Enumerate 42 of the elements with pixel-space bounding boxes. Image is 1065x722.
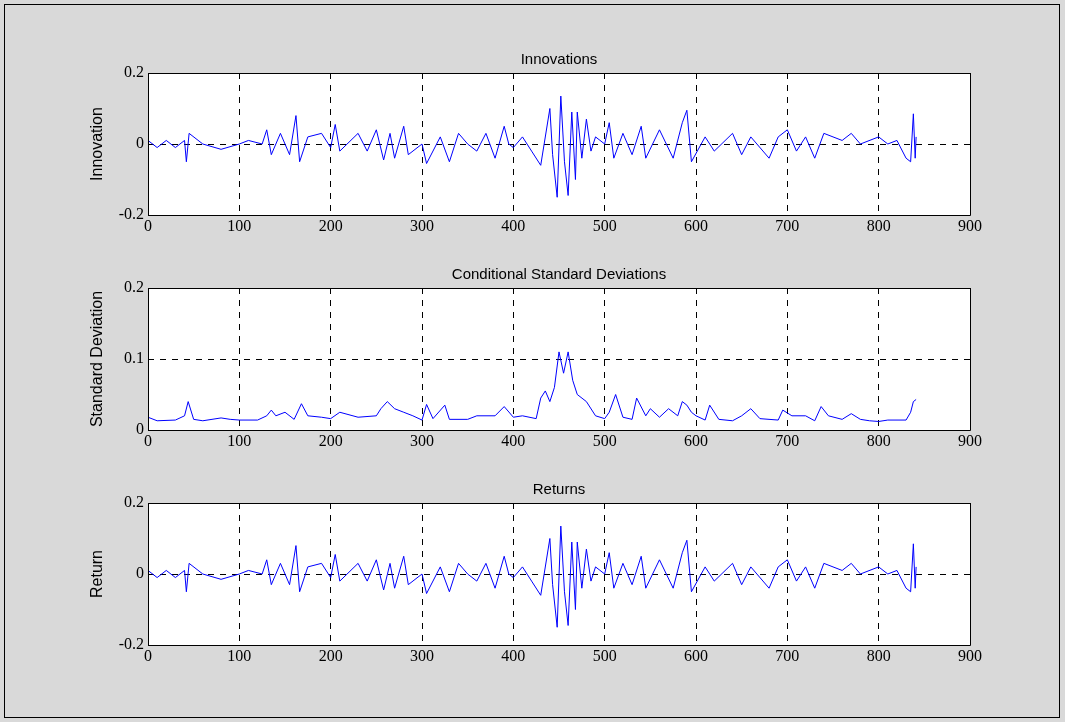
- x-tick-label: 700: [775, 216, 800, 234]
- y-tick-label: 0: [136, 564, 144, 582]
- x-tick-label: 500: [592, 646, 617, 664]
- x-tick-label: 600: [684, 431, 708, 449]
- x-tick-label: 400: [501, 216, 526, 234]
- x-tick-label: 400: [501, 646, 526, 664]
- chart-title: Returns: [532, 479, 586, 497]
- x-tick-label: 100: [227, 431, 252, 449]
- x-tick-label: 200: [318, 646, 343, 664]
- x-tick-label: 400: [501, 431, 526, 449]
- x-tick-label: 500: [592, 431, 617, 449]
- chart-title: Innovations: [520, 49, 598, 67]
- x-tick-label: 200: [318, 216, 343, 234]
- x-tick-label: 600: [684, 216, 708, 234]
- y-axis-title: Innovation: [88, 107, 106, 181]
- y-tick-label: 0.2: [124, 278, 144, 296]
- y-tick-label: -0.2: [118, 205, 144, 223]
- y-tick-label: 0: [136, 134, 144, 152]
- x-tick-label: 300: [410, 646, 434, 664]
- x-tick-label: 700: [775, 431, 800, 449]
- x-tick-label: 800: [866, 646, 891, 664]
- x-tick-label: 600: [684, 646, 708, 664]
- x-tick-label: 800: [866, 216, 891, 234]
- y-axis-title: Return: [88, 549, 106, 599]
- chart-title: Conditional Standard Deviations: [451, 264, 667, 282]
- x-tick-label: 700: [775, 646, 800, 664]
- y-axis-title: Standard Deviation: [88, 290, 106, 428]
- x-tick-label: 900: [958, 431, 982, 449]
- x-tick-label: 800: [866, 431, 891, 449]
- x-tick-label: 100: [227, 216, 252, 234]
- y-tick-label: -0.2: [118, 635, 144, 653]
- y-tick-label: 0.2: [124, 493, 144, 511]
- y-tick-label: 0.2: [124, 63, 144, 81]
- y-tick-label: 0.1: [124, 349, 144, 367]
- x-tick-label: 300: [410, 216, 434, 234]
- x-tick-label: 900: [958, 216, 982, 234]
- x-tick-label: 900: [958, 646, 982, 664]
- x-tick-label: 500: [592, 216, 617, 234]
- x-tick-label: 300: [410, 431, 434, 449]
- y-tick-label: 0: [136, 420, 144, 438]
- x-tick-label: 100: [227, 646, 252, 664]
- x-tick-label: 200: [318, 431, 343, 449]
